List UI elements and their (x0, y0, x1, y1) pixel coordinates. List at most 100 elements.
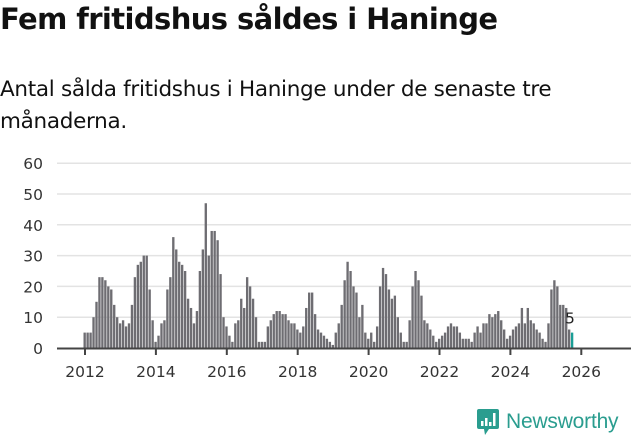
bar (98, 277, 101, 348)
bar (381, 267, 385, 348)
bar (511, 329, 515, 348)
bar (346, 261, 349, 348)
bar (163, 320, 166, 348)
bar (310, 292, 314, 348)
bar (396, 317, 399, 348)
bar (313, 314, 317, 348)
bar (266, 326, 270, 348)
bar (514, 326, 518, 348)
bar (216, 240, 219, 348)
bar (378, 286, 382, 348)
latest-value-label: 5 (565, 310, 575, 328)
bar (180, 264, 184, 348)
bar (110, 289, 113, 348)
x-tick-label: 2022 (420, 363, 459, 381)
bar (367, 338, 370, 348)
bar (349, 271, 352, 348)
bar (198, 271, 202, 348)
bar (118, 323, 122, 348)
bar (373, 341, 376, 348)
bar (411, 286, 414, 348)
bar (269, 320, 272, 348)
bar (228, 335, 231, 348)
x-tick-label: 2012 (65, 363, 104, 381)
bar-chart-speech-bubble-icon (477, 409, 499, 435)
bar (243, 307, 246, 348)
bar (393, 295, 397, 348)
chart-title: Fem fritidshus såldes i Haninge (0, 2, 498, 36)
bar (517, 323, 521, 348)
bar (172, 237, 175, 348)
bar (399, 332, 402, 348)
bar (567, 329, 571, 348)
x-tick-label: 2018 (278, 363, 317, 381)
bar (523, 323, 527, 348)
bar (508, 335, 512, 348)
bar (562, 304, 565, 348)
x-axis-labels: 2012 2014 2016 2018 2020 2022 2024 2026 (65, 348, 601, 381)
bar (130, 304, 134, 348)
bar (405, 341, 408, 348)
bar (570, 332, 574, 348)
bar (440, 335, 444, 348)
gridlines (57, 162, 631, 318)
bar (275, 311, 278, 348)
bar (432, 335, 435, 348)
x-tick-label: 2026 (562, 363, 601, 381)
bar (234, 323, 237, 348)
bar (284, 314, 287, 348)
bar (287, 320, 290, 348)
bar (107, 286, 110, 348)
bar (83, 332, 86, 348)
x-tick-label: 2016 (207, 363, 246, 381)
bar (281, 314, 284, 348)
bar (121, 320, 125, 348)
bar (370, 332, 373, 348)
bar (502, 329, 506, 348)
bar (154, 341, 157, 348)
bar (157, 335, 160, 348)
bar (446, 326, 450, 348)
bar (491, 317, 494, 348)
bar (520, 307, 524, 348)
bar (305, 307, 308, 348)
bar (529, 320, 532, 348)
bar (254, 317, 258, 348)
bar (160, 323, 163, 348)
bar (127, 323, 131, 348)
bar (364, 332, 367, 348)
bar (340, 304, 343, 348)
bar (319, 332, 323, 348)
bar (532, 323, 535, 348)
bar (145, 255, 148, 348)
bar (464, 338, 467, 348)
bar (500, 320, 503, 348)
bar (435, 341, 438, 348)
bar (316, 329, 320, 348)
bar (166, 289, 169, 348)
bar (505, 338, 509, 348)
bar (169, 277, 172, 348)
bar (192, 323, 196, 348)
bar (541, 338, 544, 348)
bar (325, 338, 329, 348)
bar (245, 277, 249, 348)
bar (178, 261, 181, 348)
bar (565, 307, 568, 348)
bar (426, 323, 429, 348)
bar (553, 280, 556, 348)
bar (343, 280, 346, 348)
bar (183, 271, 187, 348)
bar (429, 329, 432, 348)
bar (331, 344, 334, 348)
newsworthy-logo[interactable]: Newsworthy (476, 408, 619, 436)
bar (260, 341, 264, 348)
bar (86, 332, 89, 348)
bar (352, 286, 355, 348)
bar (213, 230, 216, 348)
bar (293, 323, 296, 348)
bar (231, 341, 234, 348)
bar (358, 317, 361, 348)
bar (278, 311, 281, 348)
bar (296, 329, 299, 348)
